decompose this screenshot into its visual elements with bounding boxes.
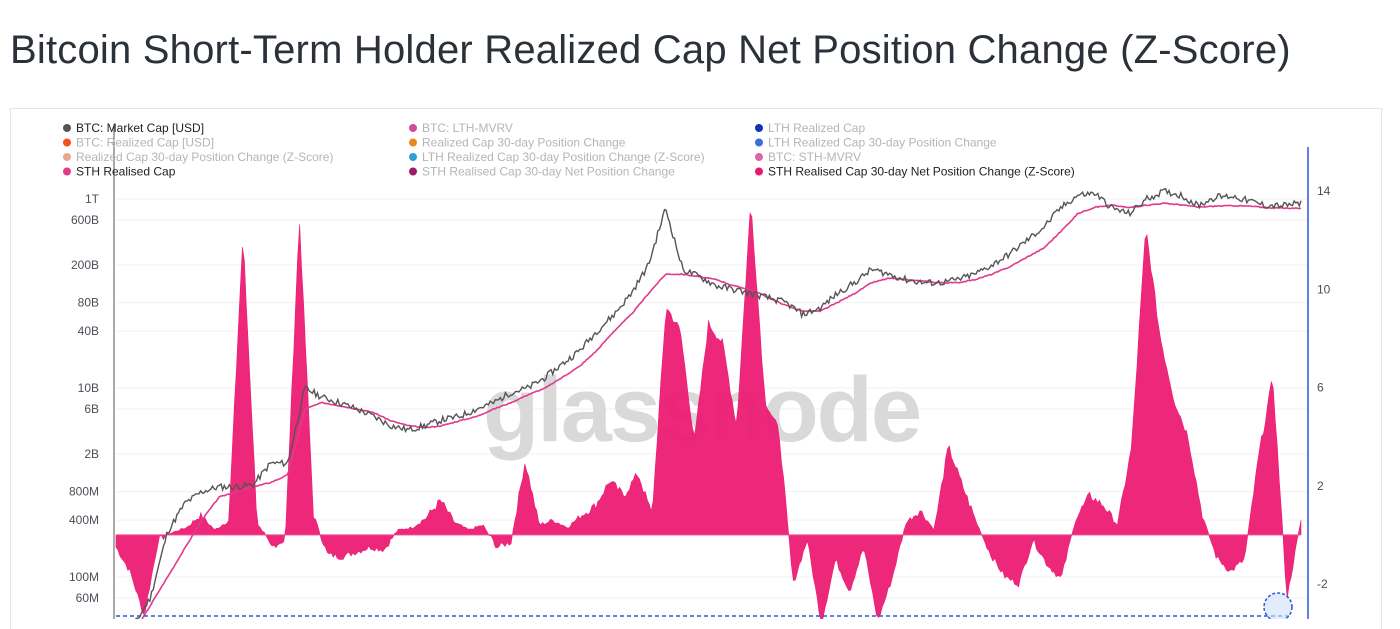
right-axis-ticks: 14 10 6 2 -2 xyxy=(1317,184,1331,591)
right-tick-label: 14 xyxy=(1317,184,1331,198)
right-tick-label: 10 xyxy=(1317,282,1331,296)
left-tick-label: 80B xyxy=(78,296,99,310)
legend-label: STH Realised Cap xyxy=(76,165,176,179)
legend-label: BTC: Market Cap [USD] xyxy=(76,121,204,135)
legend-swatch xyxy=(755,138,763,147)
left-tick-label: 600B xyxy=(71,213,99,227)
zscore-area-path xyxy=(115,211,1302,619)
chart[interactable]: glassnode 1T600B200B80B40B10B6B2B800M400… xyxy=(11,109,1381,619)
legend-swatch xyxy=(63,124,71,132)
market-cap-line xyxy=(134,187,1302,619)
left-tick-label: 6B xyxy=(84,402,99,416)
legend-label: LTH Realized Cap 30-day Position Change xyxy=(768,136,997,150)
legend-label: LTH Realized Cap xyxy=(768,121,865,135)
left-tick-label: 200B xyxy=(71,258,99,272)
legend-swatch xyxy=(63,153,71,161)
legend-swatch xyxy=(755,153,763,161)
legend-label: Realized Cap 30-day Position Change xyxy=(422,136,626,150)
legend-swatch xyxy=(409,167,417,176)
legend-item[interactable]: Realized Cap 30-day Position Change xyxy=(409,136,626,150)
legend-item[interactable]: BTC: Market Cap [USD] xyxy=(63,121,204,135)
left-tick-label: 40B xyxy=(78,324,99,338)
legend-label: STH Realised Cap 30-day Net Position Cha… xyxy=(768,165,1075,179)
legend-swatch xyxy=(409,124,417,132)
legend-swatch xyxy=(755,167,763,176)
chart-frame: glassnode 1T600B200B80B40B10B6B2B800M400… xyxy=(10,108,1382,629)
legend-item[interactable]: BTC: STH-MVRV xyxy=(755,150,861,164)
legend-label: BTC: Realized Cap [USD] xyxy=(76,136,214,150)
left-tick-label: 10B xyxy=(78,381,99,395)
legend-swatch xyxy=(63,167,71,176)
left-axis-ticks: 1T 600B 200B 80B 40B 10B 6B 2B 800M 400M 100M 60M xyxy=(69,192,100,605)
legend-label: LTH Realized Cap 30-day Position Change … xyxy=(422,150,705,164)
legend-item[interactable]: LTH Realized Cap 30-day Position Change xyxy=(755,136,997,150)
left-tick-label: 400M xyxy=(69,513,99,527)
legend-item[interactable]: BTC: Realized Cap [USD] xyxy=(63,136,214,150)
legend-swatch xyxy=(755,124,763,132)
legend-item[interactable]: STH Realised Cap 30-day Net Position Cha… xyxy=(755,165,1075,179)
legend-item[interactable]: STH Realised Cap 30-day Net Position Cha… xyxy=(409,165,675,179)
left-tick-label: 2B xyxy=(84,447,99,461)
legend-swatch xyxy=(409,153,417,161)
legend-item[interactable]: BTC: LTH-MVRV xyxy=(409,121,513,135)
left-tick-label: 100M xyxy=(69,570,99,584)
legend-item[interactable]: STH Realised Cap xyxy=(63,165,176,179)
left-tick-label: 60M xyxy=(76,591,99,605)
right-tick-label: 2 xyxy=(1317,479,1324,493)
left-tick-label: 800M xyxy=(69,485,99,499)
legend-item[interactable]: LTH Realized Cap 30-day Position Change … xyxy=(409,150,705,164)
latest-point-marker[interactable] xyxy=(1263,592,1293,619)
zscore-area xyxy=(115,211,1302,619)
legend-label: STH Realised Cap 30-day Net Position Cha… xyxy=(422,165,675,179)
left-tick-label: 1T xyxy=(85,192,100,206)
legend-swatch xyxy=(63,138,71,147)
right-tick-label: 6 xyxy=(1317,381,1324,395)
legend-item[interactable]: LTH Realized Cap xyxy=(755,121,865,135)
sth-realised-cap-line xyxy=(141,202,1302,619)
legend-swatch xyxy=(409,138,417,147)
legend-item[interactable]: Realized Cap 30-day Position Change (Z-S… xyxy=(63,150,333,164)
right-tick-label: -2 xyxy=(1317,577,1328,591)
page-title: Bitcoin Short-Term Holder Realized Cap N… xyxy=(10,28,1291,72)
legend: BTC: Market Cap [USD] BTC: LTH-MVRV LTH Re… xyxy=(63,121,1075,179)
legend-label: BTC: LTH-MVRV xyxy=(422,121,513,135)
legend-label: BTC: STH-MVRV xyxy=(768,150,861,164)
legend-label: Realized Cap 30-day Position Change (Z-S… xyxy=(76,150,333,164)
